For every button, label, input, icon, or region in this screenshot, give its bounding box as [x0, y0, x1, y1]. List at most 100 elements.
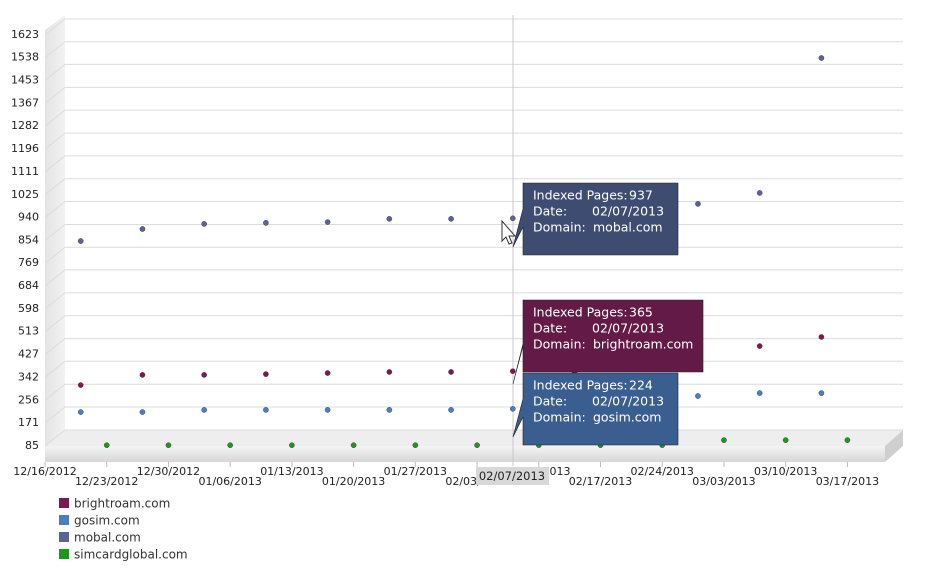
legend-label: mobal.com — [74, 531, 141, 545]
tooltip-box — [512, 372, 679, 446]
y-tick — [44, 109, 66, 127]
tooltip-label: Domain: — [533, 337, 586, 352]
y-tick — [44, 338, 66, 355]
point — [77, 382, 84, 388]
y-tick — [44, 64, 66, 81]
x-tick-label: 03/17/2013 — [816, 475, 879, 488]
point — [201, 407, 207, 413]
tooltip-box — [512, 182, 679, 256]
point — [448, 216, 454, 222]
point — [448, 407, 454, 413]
point — [139, 409, 146, 415]
tooltip-label: Date: — [533, 204, 567, 219]
y-tick — [44, 406, 66, 424]
tooltip-domain: mobal.com — [593, 220, 663, 235]
y-tick-label: 684 — [18, 279, 39, 292]
point — [756, 390, 763, 396]
floor-top — [45, 430, 903, 446]
point — [509, 368, 516, 374]
x-tick-label: 12/23/2012 — [75, 475, 138, 488]
legend-swatch — [59, 532, 69, 542]
point — [139, 372, 146, 378]
y-tick — [44, 383, 66, 401]
tooltip-label: Domain: — [533, 410, 586, 425]
point — [324, 370, 331, 376]
y-tick-label: 1623 — [11, 28, 39, 41]
point — [386, 369, 393, 375]
y-tick-label: 256 — [18, 393, 39, 406]
y-tick — [44, 18, 66, 36]
point — [77, 409, 84, 415]
legend-swatch — [59, 549, 69, 559]
point — [165, 442, 172, 448]
y-tick — [44, 315, 66, 333]
y-tick-label: 769 — [18, 256, 39, 269]
y-tick — [44, 292, 66, 310]
y-tick — [44, 87, 66, 104]
tooltip-value: 224 — [629, 378, 653, 393]
point — [412, 442, 419, 448]
y-tick — [44, 360, 66, 378]
legend-label: brightroam.com — [74, 497, 170, 511]
point — [201, 372, 207, 378]
point — [263, 220, 269, 226]
y-tick-label: 1538 — [11, 51, 39, 64]
y-tick-label: 854 — [18, 233, 39, 246]
y-tick-label: 1025 — [11, 188, 39, 201]
y-tick — [44, 429, 66, 447]
point — [818, 55, 825, 61]
x-tick-label: 01/27/2013 — [384, 465, 447, 478]
tooltip-domain: gosim.com — [593, 410, 661, 425]
point — [227, 442, 233, 448]
point — [721, 437, 727, 443]
tooltip-value: 365 — [629, 305, 653, 320]
point — [263, 371, 269, 377]
points — [77, 55, 851, 448]
x-tick-label: 01/06/2013 — [198, 475, 261, 488]
point — [756, 343, 763, 349]
x-tick-label: 03/10/2013 — [754, 465, 817, 478]
cursor — [501, 219, 517, 245]
point — [324, 407, 331, 413]
floor-side — [885, 430, 903, 462]
y-tick-label: 427 — [18, 348, 39, 361]
point — [139, 226, 146, 232]
floor-front — [45, 446, 885, 462]
y-tick — [44, 224, 66, 241]
x-axis: 12/16/201212/23/201212/30/201201/06/2013… — [13, 462, 879, 488]
y-tick-label: 1196 — [11, 142, 39, 155]
y-tick-label: 171 — [18, 416, 39, 429]
tooltip-label: Date: — [533, 394, 567, 409]
point — [695, 393, 701, 399]
tooltip-date: 02/07/2013 — [592, 321, 664, 336]
y-tick-label: 598 — [18, 302, 39, 315]
side-wall — [45, 15, 65, 446]
legend-label: simcardglobal.com — [74, 548, 188, 562]
point — [386, 216, 393, 222]
point — [818, 334, 825, 340]
tooltip-label: Indexed Pages: — [533, 305, 628, 320]
y-tick — [44, 41, 66, 59]
point — [782, 437, 789, 443]
x-tick-label: 01/20/2013 — [322, 475, 385, 488]
y-tick — [44, 178, 66, 196]
tooltip-domain: brightroam.com — [593, 337, 693, 352]
tooltip-label: Indexed Pages: — [533, 378, 628, 393]
y-tick-label: 940 — [18, 211, 39, 224]
y-tick-label: 1453 — [11, 73, 39, 86]
point — [844, 437, 851, 443]
x-tick-label: 12/16/2012 — [13, 465, 76, 478]
legend-swatch — [59, 498, 69, 508]
y-tick — [44, 201, 66, 218]
grid: 85 171 256 342 427 513 598 684 769 854 940 1025 1111… — [11, 18, 903, 452]
point — [756, 190, 763, 196]
x-tick-label: 02/24/2013 — [631, 465, 694, 478]
x-tick-label: 12/30/2012 — [137, 465, 200, 478]
y-tick — [44, 246, 66, 264]
tooltip-date: 02/07/2013 — [592, 204, 664, 219]
tooltip-label: Domain: — [533, 220, 586, 235]
point — [386, 407, 393, 413]
tooltip-label: Date: — [533, 321, 567, 336]
